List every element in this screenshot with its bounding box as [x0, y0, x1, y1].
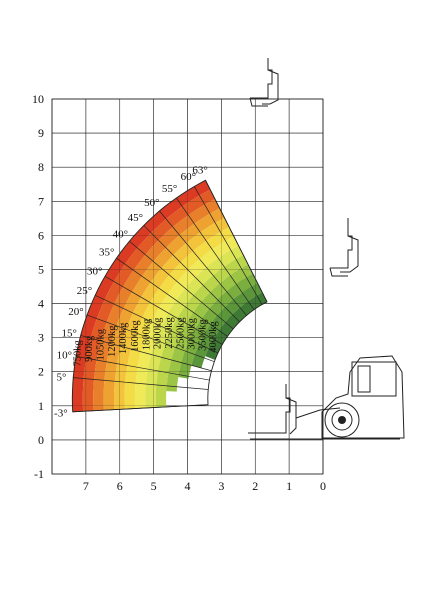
boom-angle-label: 30°	[87, 265, 102, 277]
load-zone-label: 750kg	[73, 340, 84, 367]
boom-angle-line	[104, 275, 223, 345]
load-zone-4000	[205, 292, 267, 360]
boom-angle-label: 20°	[68, 306, 83, 318]
boom-angle-label: 63°	[192, 165, 207, 177]
fork-carriage-mid	[329, 218, 359, 277]
envelope-outline	[71, 179, 268, 413]
load-zone-3000	[178, 273, 258, 379]
y-tick-label: 3	[38, 331, 44, 345]
y-tick-label: 9	[38, 126, 44, 140]
x-tick-label: 3	[218, 479, 224, 493]
y-tick-label: 0	[38, 433, 44, 447]
boom-angle-label: 45°	[128, 212, 143, 224]
load-zones	[72, 180, 267, 412]
load-zone-1050	[93, 199, 220, 411]
load-zone-1400	[114, 217, 230, 410]
boom-angle-label: 10°	[57, 349, 72, 361]
boom-angle-line	[116, 257, 228, 337]
y-tick-label: 10	[32, 92, 44, 106]
x-tick-label: 0	[320, 479, 326, 493]
load-zone-label: 4000kg	[208, 321, 219, 353]
boom-angle-line	[176, 197, 255, 310]
telehandler-machine	[248, 58, 405, 440]
fork-carriage-top	[249, 58, 279, 107]
boom-angle-line	[80, 335, 212, 372]
boom-angle-line	[73, 377, 209, 390]
load-zone-1200	[103, 208, 225, 411]
boom-angle-labels: 63°60° 55°50°45°40° 35° 30° 25° 20° 15° 10° 5° -3…	[54, 165, 208, 420]
boom-angle-line	[86, 314, 215, 363]
boom-angle-lines	[71, 179, 268, 413]
y-tick-label: 6	[38, 228, 44, 242]
y-tick-label: -1	[34, 467, 44, 481]
y-tick-label: 1	[38, 399, 44, 413]
x-tick-label: 1	[286, 479, 292, 493]
y-tick-label: 8	[38, 160, 44, 174]
tractor-body	[250, 355, 405, 440]
y-tick-label: 7	[38, 194, 44, 208]
x-tick-label: 6	[117, 479, 123, 493]
boom-angle-label: 60°	[181, 171, 196, 183]
load-zone-3500	[191, 283, 263, 369]
boom-angle-label: 5°	[56, 372, 66, 384]
boom-angle-line	[75, 356, 210, 381]
load-zone-label: 1800kg	[141, 318, 152, 350]
boom-angle-label: -3°	[54, 407, 68, 419]
load-zone-1800	[134, 236, 239, 409]
boom-angle-label: 15°	[61, 327, 76, 339]
load-zone-label: 2000kg	[153, 317, 164, 349]
load-zone-2000	[145, 245, 244, 408]
boom-angle-label: 25°	[77, 285, 92, 297]
y-tick-label: 2	[38, 365, 44, 379]
load-zone-750	[72, 180, 211, 412]
x-tick-label: 2	[252, 479, 258, 493]
fork-carriage-low	[248, 384, 341, 435]
x-tick-label: 7	[83, 479, 89, 493]
load-zone-label: 1400kg	[118, 322, 129, 354]
load-zone-label: 3000kg	[186, 317, 197, 349]
boom-angle-line	[159, 210, 247, 316]
load-zone-label: 900kg	[84, 335, 95, 362]
load-zone-900	[82, 189, 215, 412]
load-zone-label: 1600kg	[130, 320, 141, 352]
load-zone-label: 3500kg	[197, 319, 208, 351]
chart-gridlines-front	[51, 98, 324, 474]
boom-angle-line	[95, 294, 219, 354]
load-zone-label: 1200kg	[107, 325, 118, 357]
load-zone-1600	[124, 227, 234, 410]
boom-angle-label: 55°	[162, 183, 177, 195]
load-zone-label: 1050kg	[95, 328, 106, 360]
load-zone-2500	[166, 264, 253, 392]
x-tick-label: 5	[151, 479, 157, 493]
load-zone-labels: 750kg 900kg 1050kg 1200kg 1400kg 1600kg 1800kg…	[73, 316, 220, 366]
load-zone-2250	[155, 255, 249, 408]
x-tick-label: 4	[185, 479, 191, 493]
boom-angle-label: 50°	[144, 197, 159, 209]
y-tick-label: 4	[38, 297, 44, 311]
boom-angle-line	[193, 186, 263, 305]
boom-angle-label: 35°	[99, 246, 114, 258]
boom-angle-label: 40°	[113, 229, 128, 241]
load-zone-label: 2250kg	[164, 316, 175, 348]
boom-angle-line	[129, 240, 234, 330]
load-zone-label: 2500kg	[175, 317, 186, 349]
y-tick-label: 5	[38, 262, 44, 276]
boom-angle-line	[143, 225, 240, 323]
